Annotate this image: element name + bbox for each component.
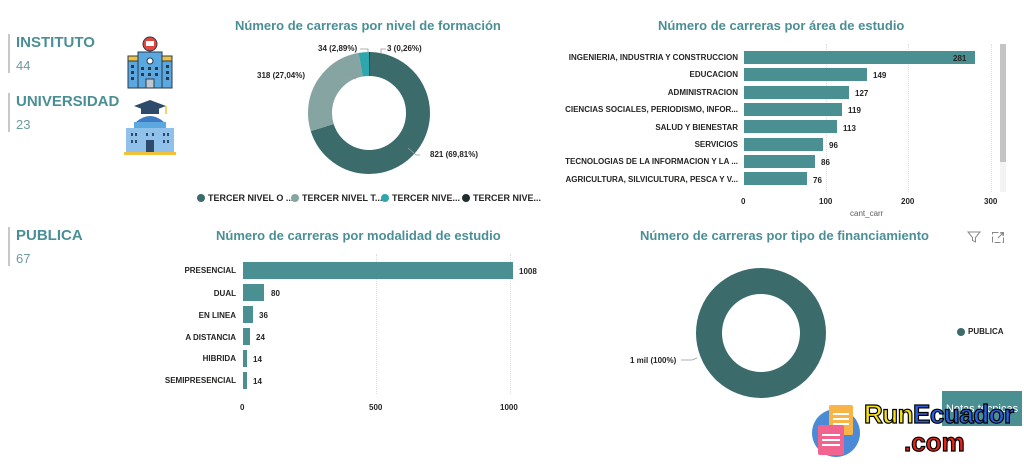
- bar[interactable]: [744, 51, 975, 64]
- legend-item[interactable]: TERCER NIVE...: [381, 193, 460, 203]
- gridline: [991, 44, 992, 192]
- bar[interactable]: [744, 138, 823, 151]
- watermark-brand: RunEcuador: [863, 398, 1014, 429]
- leader-line: [681, 357, 698, 361]
- kpi-value: 44: [16, 58, 31, 73]
- document-logo-icon: [812, 405, 860, 457]
- bar-value: 281: [953, 54, 967, 63]
- bar[interactable]: [744, 68, 867, 81]
- kpi-universidad: UNIVERSIDAD 23: [8, 93, 119, 132]
- bar[interactable]: [243, 306, 253, 323]
- x-tick: 1000: [500, 403, 518, 412]
- x-tick: 0: [741, 197, 746, 206]
- bar-value: 76: [813, 176, 822, 185]
- data-label: 821 (69,81%): [430, 150, 479, 159]
- bar-value: 86: [821, 158, 830, 167]
- bar[interactable]: [243, 350, 247, 367]
- filter-icon[interactable]: [966, 229, 982, 245]
- bar-label: SALUD Y BIENESTAR: [655, 123, 738, 132]
- kpi-title: UNIVERSIDAD: [16, 93, 120, 110]
- legend-dot-icon: [957, 327, 965, 336]
- legend-dot-icon: [291, 194, 299, 202]
- bar-label: SERVICIOS: [694, 140, 738, 149]
- kpi-title: INSTITUTO: [16, 34, 95, 51]
- bar-value: 149: [873, 71, 887, 80]
- kpi-value: 23: [16, 117, 31, 132]
- bar-label: A DISTANCIA: [185, 333, 236, 342]
- bar-label: ADMINISTRACION: [667, 88, 738, 97]
- x-tick: 100: [819, 197, 833, 206]
- data-label: 34 (2,89%): [318, 44, 358, 53]
- gridline: [826, 44, 827, 192]
- chart-title-area-estudio: Número de carreras por área de estudio: [658, 18, 905, 33]
- bar[interactable]: [243, 328, 250, 345]
- x-axis-title: cant_carr: [850, 209, 884, 218]
- bar-label: TECNOLOGIAS DE LA INFORMACION Y LA ...: [565, 157, 738, 166]
- bar-label: DUAL: [213, 289, 236, 298]
- bar-label: INGENIERIA, INDUSTRIA Y CONSTRUCCION: [568, 53, 738, 62]
- university-building-icon: [122, 98, 178, 156]
- bar-value: 24: [256, 333, 265, 342]
- bar-label: CIENCIAS SOCIALES, PERIODISMO, INFOR...: [565, 105, 738, 114]
- bar-value: 96: [829, 141, 838, 150]
- scrollbar[interactable]: [1000, 44, 1006, 192]
- legend-item[interactable]: TERCER NIVEL T...: [291, 193, 382, 203]
- legend-dot-icon: [197, 194, 205, 202]
- legend-item[interactable]: TERCER NIVE...: [462, 193, 541, 203]
- kpi-publica: PUBLICA 67: [8, 227, 83, 266]
- bar-value: 1008: [519, 267, 537, 276]
- bar[interactable]: [243, 262, 513, 279]
- bar-value: 119: [848, 106, 861, 115]
- chart-title-nivel-formacion: Número de carreras por nivel de formació…: [235, 18, 501, 33]
- bar-label: HIBRIDA: [202, 354, 236, 363]
- bar-value: 127: [855, 89, 869, 98]
- institute-building-icon: [124, 34, 176, 90]
- bar-label: EDUCACION: [689, 70, 738, 79]
- legend-item[interactable]: PUBLICA: [957, 327, 1004, 336]
- x-tick: 0: [240, 403, 245, 412]
- scrollbar-thumb[interactable]: [1000, 44, 1006, 162]
- donut-chart-nivel-formacion[interactable]: [308, 52, 430, 174]
- chart-title-modalidad: Número de carreras por modalidad de estu…: [216, 228, 501, 243]
- x-tick: 300: [984, 197, 998, 206]
- bar[interactable]: [744, 155, 815, 168]
- kpi-instituto: INSTITUTO 44: [8, 34, 95, 73]
- bar[interactable]: [744, 86, 849, 99]
- legend-dot-icon: [381, 194, 389, 202]
- bar-label: AGRICULTURA, SILVICULTURA, PESCA Y V...: [565, 175, 738, 184]
- bar[interactable]: [243, 372, 247, 389]
- x-tick: 500: [369, 403, 383, 412]
- gridline: [510, 254, 511, 394]
- bar-value: 36: [259, 311, 268, 320]
- data-label: 3 (0,26%): [387, 44, 422, 53]
- kpi-value: 67: [16, 251, 31, 266]
- data-label: 1 mil (100%): [630, 356, 677, 365]
- focus-mode-icon[interactable]: [990, 229, 1006, 245]
- bar[interactable]: [744, 120, 837, 133]
- watermark-domain: .com: [903, 426, 965, 457]
- bar[interactable]: [744, 172, 807, 185]
- legend-item[interactable]: TERCER NIVEL O ...: [197, 193, 293, 203]
- bar[interactable]: [744, 103, 842, 116]
- bar-value: 14: [253, 377, 262, 386]
- bar-value: 14: [253, 355, 262, 364]
- legend-dot-icon: [462, 194, 470, 202]
- x-tick: 200: [901, 197, 915, 206]
- chart-title-financiamiento: Número de carreras por tipo de financiam…: [640, 228, 929, 243]
- notas-tecnicas-button[interactable]: Notas técnicas: [942, 391, 1022, 426]
- leader-lines: [340, 48, 420, 156]
- bar-value: 113: [843, 124, 856, 133]
- data-label: 318 (27,04%): [257, 71, 306, 80]
- gridline: [908, 44, 909, 192]
- bar-value: 80: [271, 289, 280, 298]
- gridline: [376, 254, 377, 394]
- donut-chart-financiamiento[interactable]: [694, 266, 828, 400]
- bar[interactable]: [243, 284, 264, 301]
- kpi-title: PUBLICA: [16, 227, 83, 244]
- bar-label: PRESENCIAL: [184, 266, 236, 275]
- bar-label: EN LINEA: [198, 311, 236, 320]
- runecuador-watermark: RunEcuador .com: [812, 397, 1024, 467]
- bar-label: SEMIPRESENCIAL: [164, 376, 236, 385]
